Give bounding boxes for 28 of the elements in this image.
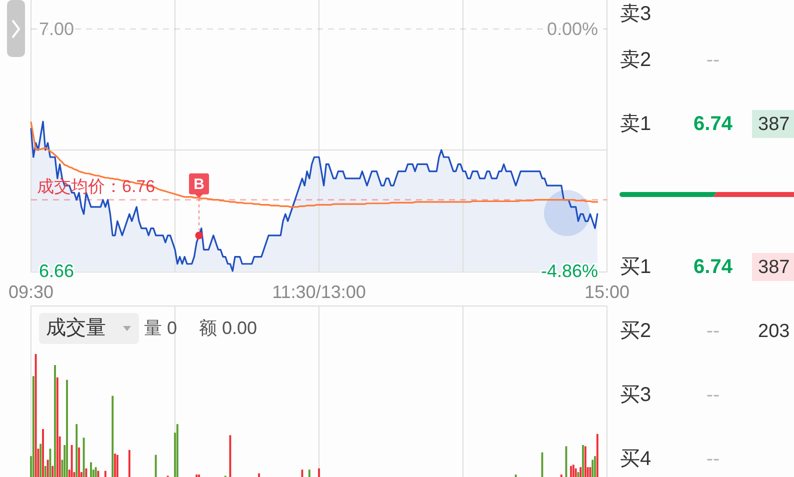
data-label: --	[706, 49, 720, 71]
category-label: 买3	[620, 384, 652, 406]
text: B	[194, 175, 205, 192]
category-label: 买1	[620, 256, 652, 278]
x-tick-label: 15:00	[584, 282, 630, 302]
chart-title: 成交量	[46, 317, 106, 339]
y2-tick-label: -4.86%	[540, 261, 598, 281]
x-tick-label: 09:30	[8, 282, 54, 302]
category-label: 卖3	[620, 3, 652, 25]
y-tick-label: 6.66	[39, 261, 74, 281]
data-label: 387	[758, 256, 790, 278]
data-label: --	[706, 448, 720, 470]
data-label: 6.74	[694, 256, 734, 278]
category-label: 卖2	[620, 49, 652, 71]
text: 量 0	[144, 318, 178, 338]
data-label: 203	[758, 320, 790, 342]
y-tick-label: 7.00	[39, 19, 74, 39]
data-label: 387	[758, 114, 790, 134]
x-tick-label: 11:30/13:00	[272, 282, 366, 302]
category-label: 卖1	[620, 113, 652, 135]
category-label: 买4	[620, 448, 652, 470]
line-series	[30, 121, 598, 208]
data-label: --	[706, 320, 720, 342]
data-label: --	[706, 384, 720, 406]
y2-tick-label: 0.00%	[546, 19, 598, 39]
text: 额 0.00	[199, 318, 258, 338]
category-label: 买2	[620, 320, 652, 342]
data-label: 6.74	[694, 113, 734, 135]
